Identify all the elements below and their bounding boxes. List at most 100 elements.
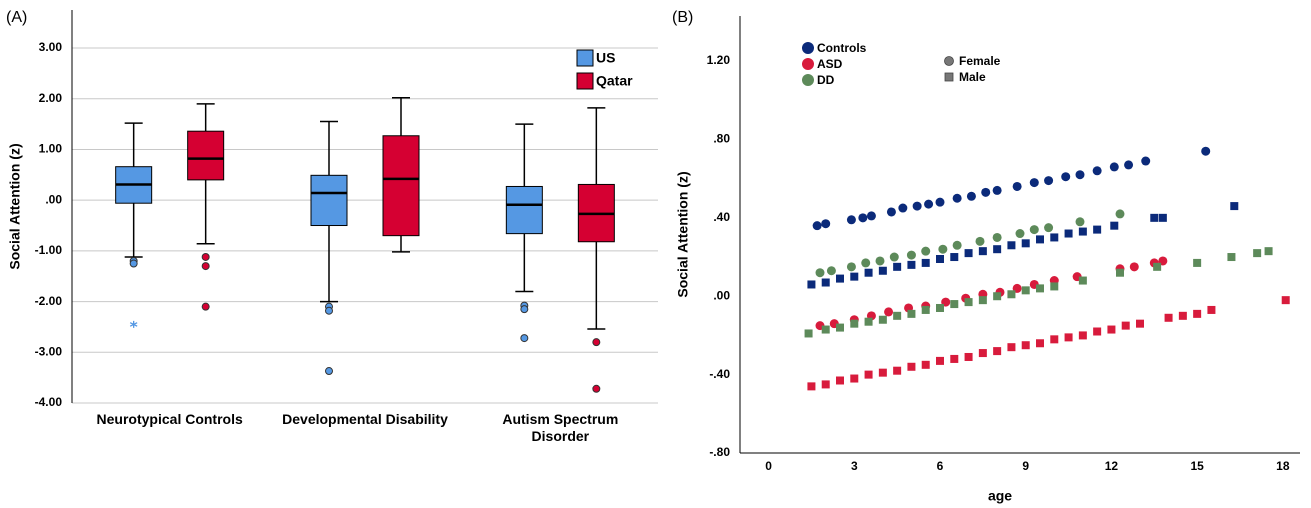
y-tick-label: -.80 [709, 445, 730, 459]
outlier [325, 367, 333, 376]
point [1164, 313, 1173, 322]
point [821, 219, 831, 229]
point [1230, 202, 1239, 211]
point [993, 245, 1002, 254]
point [1064, 229, 1073, 238]
point [966, 191, 976, 201]
y-tick-label: .80 [713, 132, 730, 146]
point [1110, 221, 1119, 230]
y-tick-label: 1.00 [39, 142, 63, 156]
y-tick-label: -3.00 [35, 344, 63, 358]
point [1158, 213, 1167, 222]
legend-marker [802, 58, 814, 70]
box [187, 130, 225, 181]
point [1015, 229, 1025, 239]
point [836, 323, 844, 332]
point [878, 266, 887, 275]
outlier [325, 306, 333, 315]
point [866, 211, 876, 221]
panel-label: (A) [6, 9, 27, 26]
point [1141, 156, 1151, 166]
point [893, 311, 902, 320]
point [1075, 217, 1085, 227]
point-group [815, 209, 1125, 278]
box [382, 135, 420, 237]
point [846, 262, 856, 272]
point [878, 368, 887, 377]
point [864, 370, 873, 379]
point [1201, 146, 1211, 156]
point [821, 380, 830, 389]
box [310, 174, 348, 227]
box [505, 185, 543, 235]
point-group [807, 296, 1290, 391]
x-tick-label: 18 [1276, 459, 1290, 473]
point [861, 258, 871, 268]
point [993, 347, 1002, 356]
point [924, 199, 934, 209]
x-tick-label: 3 [851, 459, 858, 473]
point [807, 382, 816, 391]
point [893, 366, 902, 375]
point [1064, 333, 1073, 342]
outlier [520, 305, 529, 314]
point [826, 266, 836, 276]
point [936, 356, 944, 365]
point [1115, 209, 1125, 219]
legend-label: Qatar [596, 73, 633, 89]
point [850, 319, 859, 328]
outlier [592, 338, 601, 347]
y-tick-label: .40 [713, 210, 730, 224]
point [886, 207, 896, 217]
y-tick-label: .00 [45, 192, 62, 206]
point [1050, 282, 1059, 291]
point [921, 305, 930, 314]
point [836, 376, 844, 385]
point [1092, 166, 1102, 176]
point [1007, 343, 1016, 352]
point [921, 258, 930, 267]
legend-label: US [596, 50, 615, 66]
point [952, 193, 962, 203]
point [1078, 227, 1087, 236]
x-tick-label: 9 [1022, 459, 1029, 473]
point [1107, 325, 1116, 334]
outlier [201, 252, 210, 261]
point [807, 280, 816, 289]
x-axis-label: age [988, 488, 1012, 504]
point [975, 236, 985, 246]
point [821, 325, 830, 334]
point [893, 262, 902, 271]
point [1007, 290, 1016, 299]
legend-marker [802, 42, 814, 54]
point [864, 317, 873, 326]
y-tick-label: 2.00 [39, 91, 63, 105]
extreme [129, 320, 138, 328]
point [907, 309, 916, 318]
point [889, 252, 899, 262]
y-axis-label: Social Attention (z) [7, 143, 23, 269]
x-tick-label: Developmental Disability [282, 411, 448, 427]
point [875, 256, 885, 266]
y-tick-label: -4.00 [35, 395, 63, 409]
point [1044, 176, 1054, 186]
box-group [577, 107, 615, 393]
y-tick-label: -.40 [709, 367, 730, 381]
point [1061, 172, 1071, 182]
x-tick-label: 15 [1190, 459, 1204, 473]
point [1253, 249, 1262, 258]
point [1121, 321, 1130, 330]
point [906, 250, 916, 260]
point [821, 278, 830, 287]
point [964, 352, 973, 361]
point [950, 354, 959, 363]
point [864, 268, 873, 277]
point [1036, 339, 1044, 348]
point [1029, 178, 1039, 188]
point-group [804, 247, 1273, 338]
point [921, 246, 931, 256]
x-tick-label: 6 [937, 459, 944, 473]
point [981, 187, 991, 197]
